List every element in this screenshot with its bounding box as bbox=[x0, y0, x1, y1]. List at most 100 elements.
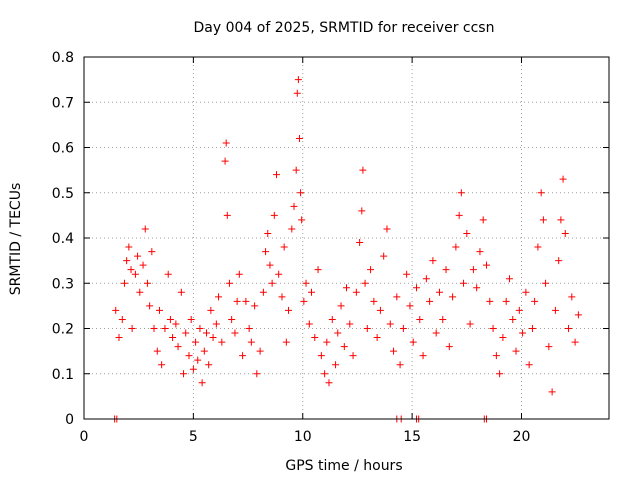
data-point bbox=[442, 266, 450, 274]
data-point bbox=[209, 334, 217, 342]
data-point bbox=[218, 338, 226, 346]
data-point bbox=[373, 334, 381, 342]
data-point bbox=[519, 329, 527, 337]
data-point bbox=[449, 293, 457, 301]
data-point bbox=[264, 229, 272, 237]
y-tick-label: 0.7 bbox=[52, 95, 74, 111]
data-point bbox=[542, 279, 550, 287]
data-point bbox=[273, 171, 280, 179]
grid-lines bbox=[84, 57, 609, 419]
data-point bbox=[196, 325, 204, 332]
data-point bbox=[118, 315, 126, 323]
data-point bbox=[565, 325, 573, 332]
data-point bbox=[256, 347, 264, 355]
data-point bbox=[294, 76, 302, 84]
data-point bbox=[131, 270, 139, 278]
data-point bbox=[164, 270, 172, 278]
data-point bbox=[352, 288, 360, 296]
data-point bbox=[429, 257, 437, 265]
data-point bbox=[419, 352, 427, 360]
data-point bbox=[452, 243, 460, 251]
data-point bbox=[343, 284, 350, 292]
data-point bbox=[522, 288, 530, 296]
y-axis-label: SRMTID / TECUs bbox=[8, 183, 24, 296]
data-point bbox=[150, 325, 158, 332]
data-point bbox=[557, 216, 565, 224]
data-point bbox=[259, 288, 267, 296]
data-point bbox=[568, 293, 576, 301]
data-point bbox=[300, 297, 308, 305]
data-point bbox=[571, 338, 579, 346]
data-point bbox=[496, 370, 504, 378]
data-point bbox=[288, 225, 296, 233]
data-point bbox=[153, 347, 161, 355]
data-point bbox=[551, 306, 559, 314]
data-point bbox=[187, 315, 195, 323]
data-point bbox=[247, 338, 255, 346]
data-point bbox=[460, 279, 468, 287]
data-point bbox=[380, 252, 388, 260]
x-tick-label: 15 bbox=[403, 429, 421, 445]
data-point bbox=[479, 216, 487, 224]
data-point bbox=[161, 325, 169, 332]
x-tick-label: 5 bbox=[189, 429, 198, 445]
data-point bbox=[416, 315, 424, 323]
data-point bbox=[531, 297, 539, 305]
x-tick-label: 20 bbox=[513, 429, 531, 445]
data-point bbox=[426, 297, 434, 305]
data-point bbox=[146, 302, 154, 310]
data-point bbox=[512, 347, 520, 355]
data-point bbox=[223, 211, 231, 219]
data-point bbox=[346, 320, 354, 328]
data-point bbox=[239, 352, 247, 360]
data-point bbox=[537, 189, 545, 197]
data-point bbox=[192, 338, 200, 346]
data-point bbox=[483, 261, 490, 269]
data-point bbox=[370, 297, 378, 305]
data-point bbox=[534, 243, 542, 251]
data-point bbox=[476, 248, 484, 256]
y-tick-label: 0.3 bbox=[52, 276, 74, 292]
data-point bbox=[245, 325, 253, 332]
data-point bbox=[358, 207, 366, 215]
data-point bbox=[290, 202, 298, 210]
data-points bbox=[111, 76, 582, 423]
data-point bbox=[233, 297, 241, 305]
data-point bbox=[282, 338, 290, 346]
data-point bbox=[292, 166, 300, 174]
data-point bbox=[455, 211, 463, 219]
x-axis-label: GPS time / hours bbox=[285, 458, 402, 474]
data-point bbox=[212, 320, 220, 328]
data-point bbox=[266, 261, 274, 269]
data-point bbox=[280, 243, 288, 251]
data-point bbox=[432, 329, 440, 337]
data-point bbox=[136, 288, 144, 296]
data-point bbox=[143, 279, 151, 287]
data-point bbox=[305, 320, 313, 328]
data-point bbox=[574, 311, 582, 319]
data-point bbox=[278, 293, 286, 301]
data-point bbox=[251, 302, 259, 310]
data-point bbox=[499, 334, 507, 342]
data-point bbox=[393, 293, 401, 301]
y-tick-label: 0.6 bbox=[52, 141, 74, 157]
data-point bbox=[308, 288, 315, 296]
data-point bbox=[413, 284, 420, 292]
data-point bbox=[403, 270, 411, 278]
data-point bbox=[548, 388, 556, 396]
data-point bbox=[445, 343, 453, 351]
data-point bbox=[125, 243, 133, 251]
data-point bbox=[325, 379, 333, 387]
data-point bbox=[311, 334, 319, 342]
data-point bbox=[127, 266, 135, 274]
data-point bbox=[359, 166, 367, 174]
data-point bbox=[228, 315, 236, 323]
data-point bbox=[177, 288, 185, 296]
data-point bbox=[298, 216, 306, 224]
data-point bbox=[383, 225, 391, 233]
data-point bbox=[502, 297, 510, 305]
data-point bbox=[185, 352, 193, 360]
data-point bbox=[356, 239, 364, 247]
data-point bbox=[285, 306, 293, 314]
data-point bbox=[242, 297, 250, 305]
